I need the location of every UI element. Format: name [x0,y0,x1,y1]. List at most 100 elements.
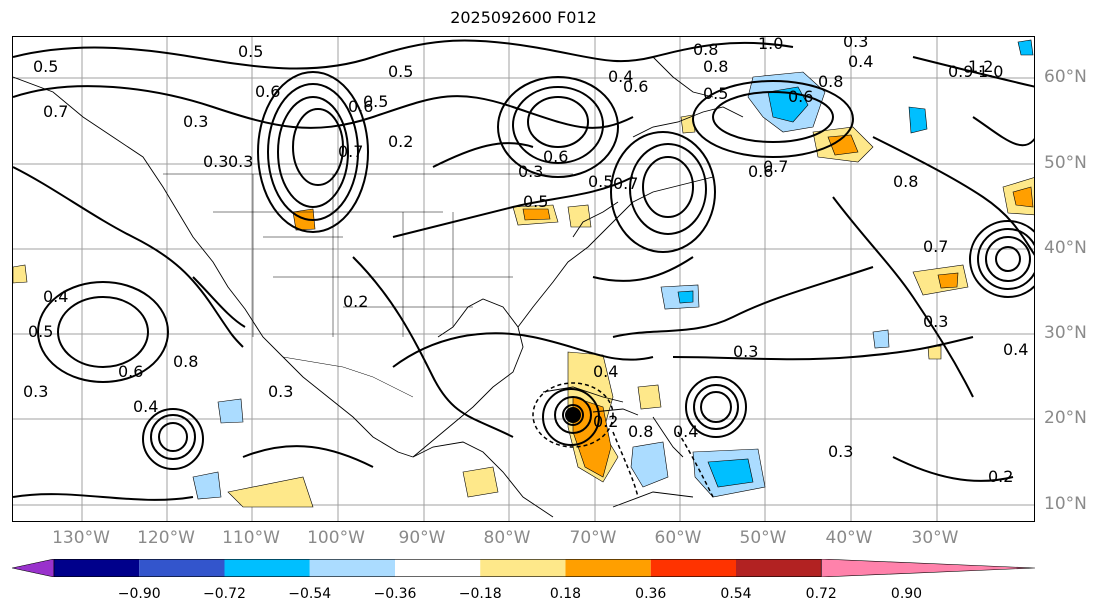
map-svg: 0.50.50.60.30.30.50.50.60.8 1.00.80.60.30… [13,37,1034,521]
colorbar-tick-label: 0.90 [890,586,923,602]
colorbar-segment [309,559,395,577]
contour-label: 0.3 [268,382,293,401]
contour-label: 0.2 [593,412,618,431]
contour-label: 0.5 [363,92,388,111]
colorbar-tick-label: −0.54 [288,586,332,602]
contour-lines [13,39,1034,501]
colorbar-tick-label: −0.90 [117,586,161,602]
contour-label: 0.7 [613,174,638,193]
contour-label: 0.5 [588,172,613,191]
contour-label: 0.4 [1003,340,1028,359]
lon-label: 100°W [307,528,365,548]
lat-label: 10°N [1044,494,1087,514]
coastlines [13,56,744,518]
colorbar-tick-label: 0.54 [720,586,752,602]
contour-label: 0.5 [523,192,548,211]
lon-label: 70°W [569,528,617,548]
colorbar-extend-low [12,559,55,577]
map-title: 2025092600 F012 [450,8,597,27]
lat-label: 30°N [1044,323,1087,343]
lat-label: 40°N [1044,238,1087,258]
contour-lines-dashed [532,382,714,498]
colorbar-tick-label: 0.18 [549,586,582,602]
borders [163,173,573,398]
contour-label: 0.3 [203,152,228,171]
contour-label: 1.0 [758,37,783,53]
lat-label: 20°N [1044,408,1087,428]
contour-label: 0.5 [703,84,728,103]
colorbar-segment [395,559,481,577]
lon-label: 90°W [398,528,446,548]
graticule [13,37,1034,521]
contour-label: 0.3 [228,152,253,171]
contour-label: 0.4 [43,287,68,306]
contour-label: 0.4 [133,397,158,416]
lon-label: 40°W [825,528,873,548]
contour-label: 0.4 [848,52,873,71]
colorbar-segment [54,559,140,577]
colorbar-segment [480,559,566,577]
lon-label: 80°W [483,528,531,548]
colorbar-segment [139,559,225,577]
colorbar-segment [736,559,822,577]
colorbar-extend-high [820,559,1035,577]
contour-label: 0.4 [593,362,618,381]
storm-center-marker [565,407,581,423]
contour-label: 0.8 [893,172,918,191]
contour-label: 0.6 [748,162,773,181]
colorbar-tick-label: −0.18 [458,586,502,602]
lat-label: 60°N [1044,67,1087,87]
contour-labels: 0.50.50.60.30.30.50.50.60.8 1.00.80.60.30… [23,37,1028,486]
contour-label: 0.2 [343,292,368,311]
contour-label: 0.8 [173,352,198,371]
lat-label: 50°N [1044,153,1087,173]
lon-label: 60°W [654,528,702,548]
shaded-anomalies [13,39,1034,508]
colorbar-segment [565,559,651,577]
contour-label: 0.7 [923,237,948,256]
lon-label: 130°W [52,528,110,548]
colorbar [12,559,1035,577]
contour-label: 0.6 [788,87,813,106]
lon-label: 30°W [911,528,959,548]
contour-label: 0.8 [703,57,728,76]
contour-label: 0.6 [348,97,373,116]
contour-label: 0.5 [388,62,413,81]
contour-label: 0.5 [238,42,263,61]
contour-label: 0.6 [623,77,648,96]
contour-label: 0.6 [543,147,568,166]
contour-label: 0.5 [33,57,58,76]
contour-label: 1.0 [978,62,1003,81]
contour-label: 0.2 [988,467,1013,486]
contour-label: 0.2 [388,132,413,151]
contour-label: 0.5 [28,322,53,341]
lon-label: 110°W [222,528,280,548]
contour-label: 0.4 [608,67,633,86]
contour-label: 0.6 [255,82,280,101]
map-panel: 0.5 0.5 0.6 0.3 0.3 0.5 0.5 0.6 0.8 1.0 0.8 0.6 0.3 0… [12,36,1035,522]
contour-label: 0.7 [43,102,68,121]
colorbar-tick-label: 0.36 [635,586,667,602]
contour-label: 0.7 [763,157,788,176]
lon-label: 50°W [739,528,787,548]
contour-label: 0.3 [23,382,48,401]
colorbar-tick-label: −0.36 [373,586,417,602]
contour-label: 0.8 [818,72,843,91]
contour-label: 0.9 [948,62,973,81]
lon-label: 120°W [137,528,195,548]
colorbar-segment [224,559,310,577]
contour-label: 0.3 [183,112,208,131]
contour-label: 0.8 [693,40,718,59]
contour-label: 0.3 [733,342,758,361]
contour-label: 0.6 [118,362,143,381]
contour-label: 0.3 [843,37,868,51]
contour-label: 0.3 [828,442,853,461]
contour-label: 0.8 [628,422,653,441]
contour-label: 1.2 [968,57,993,76]
colorbar-tick-label: 0.72 [805,586,837,602]
colorbar-tick-label: −0.72 [203,586,246,602]
contour-label: 0.3 [923,312,948,331]
contour-label: 0.3 [518,162,543,181]
colorbar-segment [650,559,736,577]
contour-label: 0.4 [673,422,698,441]
